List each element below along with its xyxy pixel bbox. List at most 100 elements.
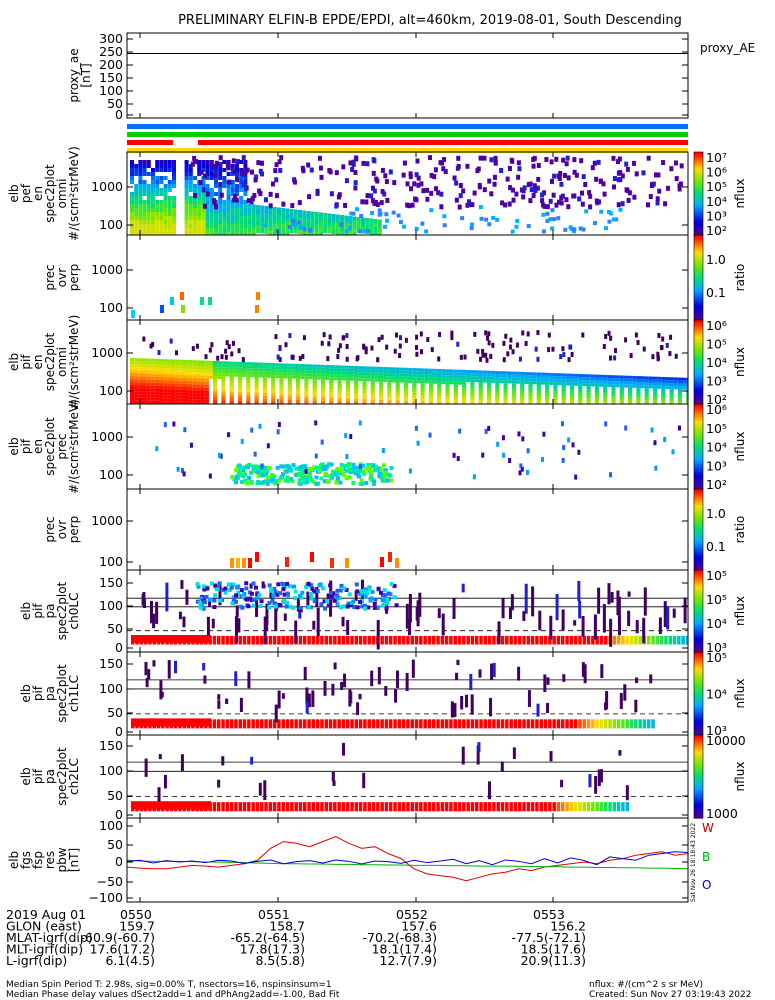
pa-streak: [217, 694, 221, 700]
spectrogram-cell: [640, 382, 645, 386]
pa-streak: [311, 690, 315, 708]
spectrogram-cell: [159, 160, 164, 164]
spectrogram-cell: [540, 457, 544, 463]
pa-lowband-cell: [290, 635, 294, 645]
spectrogram-cell: [479, 216, 484, 221]
spectrogram-cell: [235, 220, 239, 224]
pa-lowband-cell: [668, 635, 672, 645]
spectrogram-cell: [644, 397, 649, 401]
colorbar-cell: [694, 294, 703, 298]
spectrogram-cell: [661, 336, 665, 342]
spectrogram-cell: [192, 363, 197, 367]
colorbar-tick: 10⁶: [706, 318, 727, 333]
pa-streak: [221, 756, 225, 766]
spectrogram-cell: [183, 389, 189, 393]
spectrogram-cell: [233, 370, 238, 374]
spectrogram-cell: [276, 354, 280, 360]
spectrogram-cell: [420, 398, 425, 402]
panel-fgs-content: [127, 835, 688, 882]
spectrogram-cell: [216, 355, 220, 361]
pa-lowband-cell: [509, 635, 513, 645]
pa-cell: [273, 590, 278, 595]
pa-streak: [159, 680, 163, 700]
pa-lowband-cell: [513, 802, 518, 812]
spectrogram-cell: [433, 167, 438, 173]
spectrogram-cell: [142, 397, 147, 401]
spectrogram-cell: [130, 200, 134, 204]
spectrogram-cell: [242, 371, 247, 374]
pa-streak: [306, 591, 310, 606]
spectrogram-cell: [528, 381, 533, 385]
spectrogram-cell: [182, 471, 186, 477]
colorbar-cell: [694, 801, 703, 805]
spectrogram-cell: [167, 212, 172, 216]
pa-lowband-cell: [414, 719, 419, 729]
spectrogram-cell: [326, 356, 330, 362]
spectrogram-cell: [330, 558, 334, 568]
spectrogram-cell: [518, 356, 522, 362]
spectrogram-cell: [379, 375, 384, 379]
spectrogram-cell: [196, 402, 201, 404]
pa-streak: [460, 695, 464, 710]
spectrogram-cell: [159, 374, 164, 378]
spectrogram-cell: [636, 391, 641, 395]
colorbar-cell: [694, 341, 703, 344]
spectrogram-cell: [457, 381, 463, 385]
spectrogram-cell: [416, 374, 421, 378]
spectrogram-cell: [243, 208, 248, 212]
spectrogram-cell: [264, 467, 269, 472]
spectrogram-cell: [157, 349, 161, 355]
spectrogram-cell: [217, 452, 221, 458]
pa-streak: [326, 593, 330, 602]
pa-streak: [152, 613, 156, 629]
spectrogram-cell: [499, 168, 504, 174]
spectrogram-cell: [457, 369, 463, 373]
footer-line2: Median Phase delay values dSect2add=1 an…: [6, 990, 340, 1000]
spectrogram-cell: [214, 232, 218, 235]
spectrogram-cell: [159, 200, 164, 204]
spectrogram-cell: [268, 214, 273, 219]
spectrogram-cell: [167, 200, 172, 204]
spectrogram-cell: [569, 400, 575, 404]
spectrogram-cell: [155, 180, 160, 184]
spectrogram-cell: [226, 196, 231, 200]
pa-lowband-cell: [638, 719, 642, 729]
pa-lowband-cell: [285, 635, 290, 645]
spectrogram-cell: [613, 355, 617, 361]
spectrogram-cell: [183, 368, 189, 372]
spectrogram-cell: [251, 466, 256, 471]
spectrogram-cell: [578, 398, 583, 401]
spectrogram-cell: [333, 365, 338, 369]
pa-cell: [370, 589, 375, 594]
spectrogram-cell: [243, 160, 248, 164]
spectrogram-cell: [130, 208, 134, 212]
spectrogram-cell: [553, 376, 558, 380]
spectrogram-cell: [155, 224, 160, 228]
spectrogram-cell: [553, 394, 558, 398]
spectrogram-cell: [252, 193, 257, 199]
pa-lowband-cell: [475, 802, 479, 812]
colorbar-cell: [694, 774, 703, 778]
spectrogram-cell: [481, 348, 485, 354]
spectrogram-cell: [360, 199, 365, 205]
spectrogram-cell: [159, 362, 164, 366]
pa-lowband-cell: [634, 635, 638, 645]
spectrogram-cell: [312, 397, 317, 401]
spectrogram-cell: [520, 383, 525, 387]
spectrogram-cell: [167, 377, 172, 381]
spectrogram-cell: [250, 368, 255, 372]
pa-lowband-cell: [264, 802, 268, 812]
spectrogram-cell: [345, 398, 350, 402]
spectrogram-cell: [250, 365, 255, 369]
spectrogram-cell: [209, 212, 214, 216]
pa-streak: [160, 691, 164, 698]
spectrogram-cell: [379, 467, 384, 472]
pa-cell: [335, 588, 340, 593]
spectrogram-cell: [559, 354, 563, 360]
colorbar-cell: [694, 791, 703, 794]
spectrogram-cell: [360, 481, 365, 486]
pa-streak: [549, 751, 553, 762]
pa-streak: [235, 605, 239, 617]
spectrogram-cell: [449, 369, 454, 373]
spectrogram-cell: [262, 377, 267, 381]
